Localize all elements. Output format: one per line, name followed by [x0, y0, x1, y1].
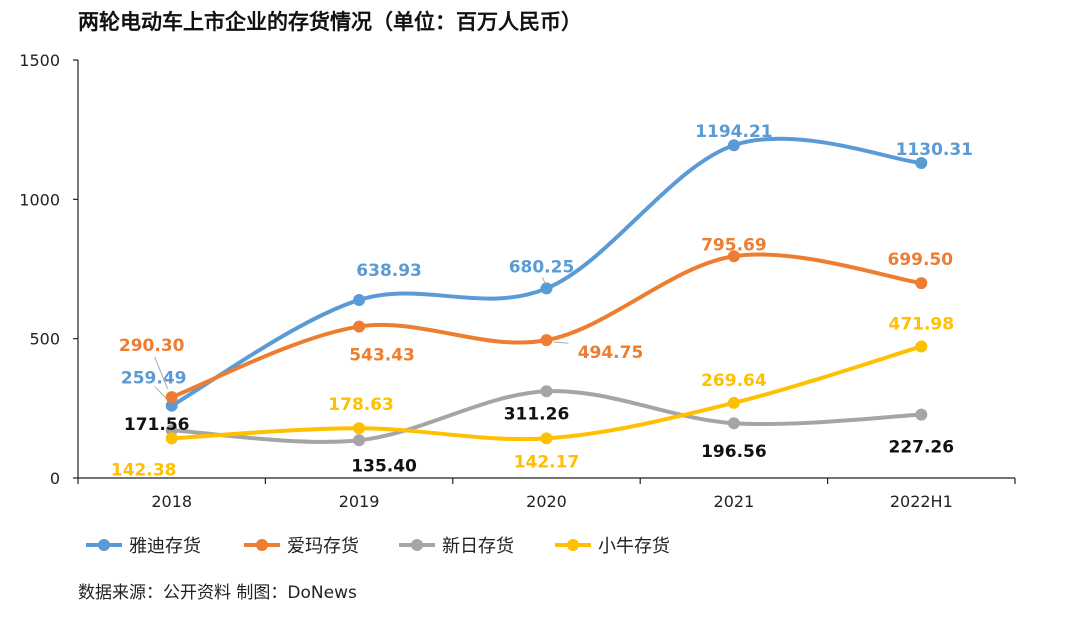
data-label: 142.17 [514, 452, 580, 472]
x-tick-label: 2021 [714, 492, 755, 511]
data-label: 543.43 [349, 346, 415, 366]
legend-swatch-marker [256, 539, 268, 551]
data-label: 1194.21 [695, 122, 772, 142]
source-note: 数据来源：公开资料 制图：DoNews [78, 583, 357, 603]
data-label: 135.40 [351, 456, 417, 476]
data-point [353, 320, 366, 333]
data-point [165, 391, 178, 404]
legend-label: 小牛存货 [598, 536, 670, 557]
data-point [915, 277, 928, 290]
data-point [727, 139, 740, 152]
data-point [915, 408, 928, 421]
data-point [540, 432, 553, 445]
data-point [727, 396, 740, 409]
data-label: 227.26 [888, 438, 954, 458]
data-label: 1130.31 [896, 140, 973, 160]
data-label: 178.63 [328, 395, 394, 415]
data-point [540, 385, 553, 398]
legend-label: 雅迪存货 [129, 536, 201, 557]
label-leader-line [154, 386, 169, 401]
data-label: 471.98 [888, 314, 954, 334]
data-label: 795.69 [701, 235, 767, 255]
legend-label: 新日存货 [442, 536, 514, 557]
y-tick-label: 500 [29, 330, 60, 349]
x-tick-label: 2018 [151, 492, 192, 511]
data-point [540, 282, 553, 295]
legend-swatch-marker [567, 539, 579, 551]
data-label: 494.75 [578, 343, 644, 363]
data-point [915, 157, 928, 170]
y-tick-label: 1000 [19, 190, 60, 209]
data-label: 311.26 [504, 404, 570, 424]
data-label: 142.38 [111, 460, 177, 480]
x-tick-label: 2022H1 [890, 492, 953, 511]
data-label: 290.30 [119, 336, 185, 356]
data-point [165, 399, 178, 412]
chart-title: 两轮电动车上市企业的存货情况（单位：百万人民币） [78, 10, 582, 34]
data-label: 259.49 [121, 369, 187, 389]
data-point [727, 417, 740, 430]
data-point [165, 432, 178, 445]
y-tick-label: 1500 [19, 51, 60, 70]
data-label: 699.50 [887, 250, 953, 270]
x-tick-label: 2020 [526, 492, 567, 511]
data-label: 680.25 [509, 257, 575, 277]
data-point [353, 434, 366, 447]
data-point [727, 250, 740, 263]
data-point [915, 340, 928, 353]
y-tick-label: 0 [50, 469, 60, 488]
label-leader-line [542, 277, 546, 285]
data-label: 196.56 [701, 442, 767, 462]
x-tick-label: 2019 [339, 492, 380, 511]
data-label: 269.64 [701, 371, 767, 391]
data-point [353, 293, 366, 306]
legend-label: 爱玛存货 [287, 536, 359, 557]
label-leader-line [154, 356, 169, 390]
legend-swatch-marker [411, 539, 423, 551]
data-label: 638.93 [356, 261, 422, 281]
legend-swatch-marker [98, 539, 110, 551]
data-point [540, 334, 553, 347]
data-point [353, 422, 366, 435]
data-label: 171.56 [124, 415, 190, 435]
label-leader-line [553, 341, 569, 344]
